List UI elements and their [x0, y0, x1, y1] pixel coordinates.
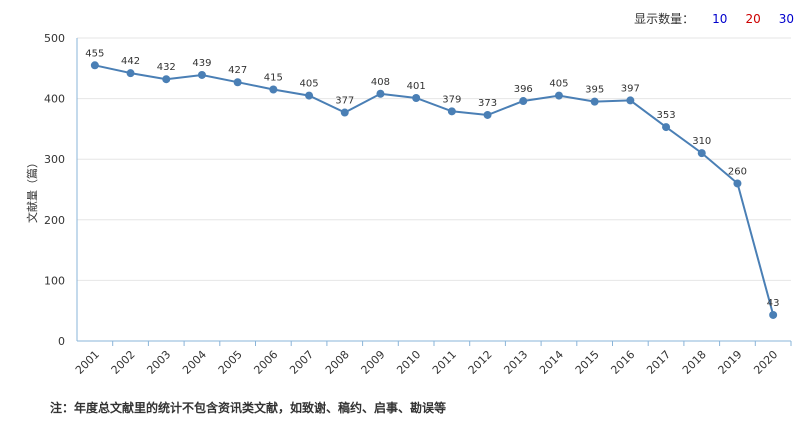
data-label: 405 — [300, 79, 319, 90]
data-label: 395 — [585, 85, 604, 96]
data-label: 397 — [621, 83, 640, 94]
y-tick-label: 0 — [58, 335, 65, 348]
y-tick-label: 100 — [44, 274, 65, 287]
data-point — [483, 110, 492, 119]
data-point — [519, 97, 528, 106]
data-point — [662, 123, 671, 132]
data-point — [233, 78, 242, 87]
data-point — [376, 89, 385, 98]
y-tick-label: 500 — [44, 32, 65, 45]
x-tick-labels: 2001 2002 2003 2004 2005 2006 2007 2008 2009 2010… — [73, 341, 792, 377]
data-point — [412, 93, 421, 102]
display-count-selector: 显示数量： 10 20 30 — [634, 10, 794, 27]
x-tick-label: 2007 — [287, 348, 316, 377]
x-tick-label: 2017 — [644, 348, 673, 377]
data-labels: 455 442 432 439 427 415 405 377 408 401 379 373 396 4… — [85, 48, 779, 309]
data-point — [733, 179, 742, 188]
x-tick-label: 2003 — [144, 348, 173, 377]
data-label: 408 — [371, 77, 390, 88]
x-tick-label: 2013 — [501, 348, 530, 377]
y-tick-labels: 0 100 200 300 400 500 — [44, 32, 65, 348]
y-axis-title: 文献量（篇） — [25, 157, 39, 223]
data-label: 379 — [442, 94, 461, 105]
x-tick-label: 2020 — [751, 348, 780, 377]
data-point — [697, 149, 706, 158]
data-label: 353 — [657, 110, 676, 121]
grid-lines — [77, 37, 791, 281]
data-label: 427 — [228, 65, 247, 76]
series-line — [94, 64, 775, 316]
data-point — [590, 97, 599, 106]
data-label: 43 — [767, 298, 780, 309]
display-count-option-20[interactable]: 20 — [745, 11, 761, 26]
y-tick-label: 400 — [44, 93, 65, 106]
x-tick-label: 2016 — [608, 348, 637, 377]
data-point — [554, 91, 563, 100]
footnote: 注：年度总文献里的统计不包含资讯类文献，如致谢、稿约、启事、勘误等 — [50, 401, 447, 415]
x-tick-label: 2002 — [109, 348, 138, 377]
data-point — [126, 69, 135, 78]
x-tick-label: 2008 — [323, 348, 352, 377]
y-tick-label: 200 — [44, 214, 65, 227]
data-label: 442 — [121, 56, 140, 67]
x-tick-label: 2018 — [680, 348, 709, 377]
x-tick-label: 2012 — [466, 348, 495, 377]
y-tick-label: 300 — [44, 153, 65, 166]
display-count-option-10[interactable]: 10 — [712, 11, 728, 26]
display-count-option-30[interactable]: 30 — [778, 11, 794, 26]
data-label: 405 — [549, 79, 568, 90]
data-label: 260 — [728, 166, 747, 177]
display-count-label: 显示数量： — [634, 12, 695, 26]
x-tick-label: 2019 — [716, 348, 745, 377]
data-points — [90, 61, 778, 319]
data-point — [90, 61, 99, 70]
x-tick-label: 2001 — [73, 348, 102, 377]
data-point — [269, 85, 278, 94]
data-point — [197, 70, 206, 79]
data-label: 310 — [692, 136, 711, 147]
x-tick-label: 2005 — [216, 348, 245, 377]
data-label: 377 — [335, 96, 354, 107]
data-label: 373 — [478, 98, 497, 109]
x-tick-label: 2006 — [251, 348, 280, 377]
x-tick-label: 2011 — [430, 348, 459, 377]
x-tick-label: 2010 — [394, 348, 423, 377]
data-label: 396 — [514, 84, 533, 95]
data-point — [340, 108, 349, 117]
data-label: 432 — [157, 62, 176, 73]
x-tick-label: 2009 — [359, 348, 388, 377]
data-label: 415 — [264, 73, 283, 84]
x-tick-label: 2014 — [537, 348, 566, 377]
data-label: 439 — [192, 58, 211, 69]
x-tick-label: 2015 — [573, 348, 602, 377]
data-point — [162, 75, 171, 84]
data-point — [769, 310, 778, 319]
data-point — [626, 96, 635, 105]
data-label: 401 — [407, 81, 426, 92]
data-point — [305, 91, 314, 100]
x-tick-label: 2004 — [180, 348, 209, 377]
data-label: 455 — [85, 48, 104, 59]
data-point — [447, 107, 456, 116]
